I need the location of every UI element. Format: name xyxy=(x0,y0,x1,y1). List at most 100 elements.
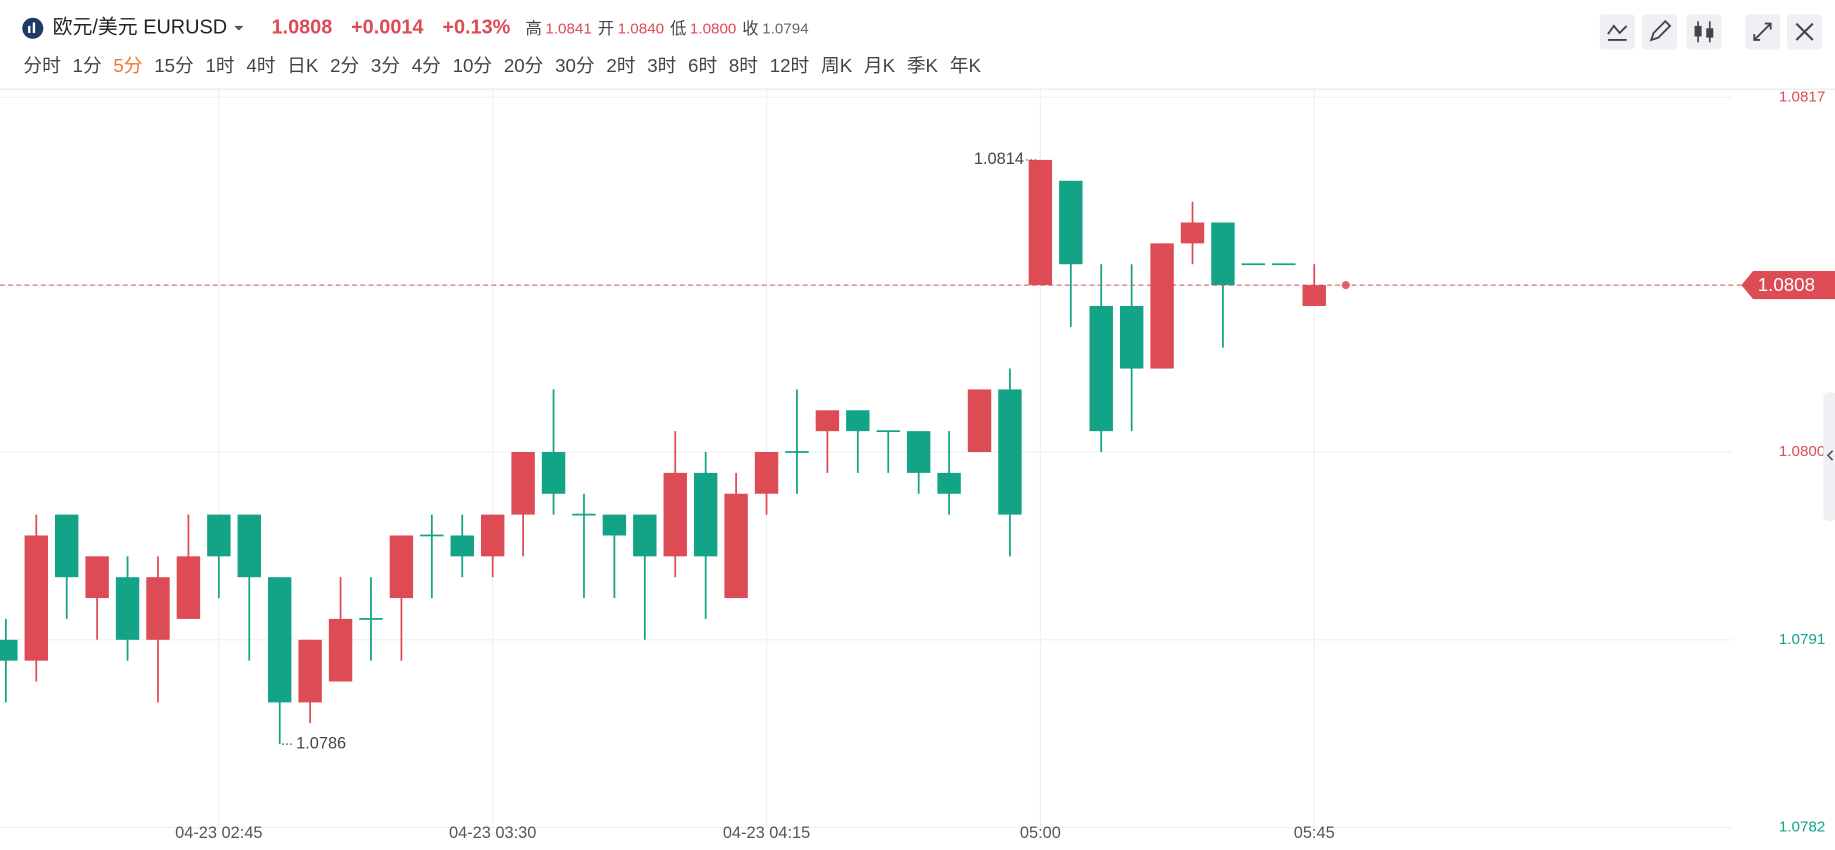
interval-tab[interactable]: 日K xyxy=(287,55,319,76)
interval-tab[interactable]: 2时 xyxy=(606,55,635,76)
interval-tab[interactable]: 8时 xyxy=(729,55,758,76)
candles xyxy=(0,159,1326,745)
candle-body xyxy=(1119,305,1144,369)
candle-body xyxy=(967,389,992,453)
candle-body xyxy=(115,577,140,640)
interval-tab[interactable]: 1时 xyxy=(205,55,234,76)
interval-tab[interactable]: 20分 xyxy=(504,55,544,76)
candle-body xyxy=(998,389,1022,515)
interval-tab[interactable]: 分时 xyxy=(23,55,60,76)
fullscreen-icon xyxy=(1753,22,1772,41)
chart-type-icon xyxy=(1694,25,1702,37)
indicator-button[interactable] xyxy=(1599,14,1635,50)
candle-body xyxy=(876,430,900,433)
candle-body xyxy=(815,410,840,432)
x-tick-label: 04-23 04:15 xyxy=(723,824,810,842)
last-price-dot xyxy=(1341,281,1350,290)
candle-body xyxy=(1180,222,1205,244)
candle-body xyxy=(298,639,322,703)
header-price: 1.0808 xyxy=(272,17,333,39)
candle-body xyxy=(359,618,383,620)
stat-label: 开 xyxy=(598,20,614,38)
interval-tab[interactable]: 15分 xyxy=(154,55,194,76)
overlay: 1.0814 1.0786 1.0808 xyxy=(0,150,1835,752)
candle-body xyxy=(906,431,931,473)
interval-tab[interactable]: 年K xyxy=(950,55,982,76)
stat-value: 1.0840 xyxy=(618,20,665,37)
candle-body xyxy=(207,514,231,557)
last-price-tag xyxy=(1741,271,1835,300)
candle-body xyxy=(176,556,201,619)
stat-value: 1.0800 xyxy=(690,20,737,37)
candle-body xyxy=(693,472,718,557)
x-tick-label: 05:45 xyxy=(1294,824,1335,842)
logo-bar xyxy=(28,25,31,33)
indicator-icon xyxy=(1607,24,1628,41)
candle-body xyxy=(267,577,292,703)
draw-button[interactable] xyxy=(1641,14,1678,50)
candle-body xyxy=(846,410,870,432)
header-change: +0.0014 xyxy=(351,17,423,39)
chart-type-button[interactable] xyxy=(1686,14,1722,50)
interval-tab[interactable]: 月K xyxy=(864,55,896,76)
interval-tab[interactable]: 2分 xyxy=(330,55,359,76)
interval-tab[interactable]: 10分 xyxy=(453,55,493,76)
candle-body xyxy=(328,618,353,682)
candle-body xyxy=(602,514,627,536)
x-tick-label: 04-23 02:45 xyxy=(175,824,262,842)
interval-tab[interactable]: 3时 xyxy=(647,55,676,76)
close-icon xyxy=(1795,22,1814,41)
candle-body xyxy=(85,556,109,599)
candle-body xyxy=(633,514,657,557)
interval-tab[interactable]: 4时 xyxy=(246,55,275,76)
interval-tab[interactable]: 季K xyxy=(907,55,939,76)
candle-body xyxy=(237,514,261,578)
draw-icon xyxy=(1649,19,1672,42)
interval-tab[interactable]: 30分 xyxy=(555,55,595,76)
symbol-name[interactable]: 欧元/美元 EURUSD xyxy=(53,17,227,39)
grid: 1.0817 1.0808 1.0800 1.0791 1.0782 04-23 02:4… xyxy=(0,88,1826,842)
candle-body xyxy=(0,639,18,661)
candle-body xyxy=(389,535,414,599)
interval-tab[interactable]: 1分 xyxy=(73,55,102,76)
logo-bar xyxy=(32,22,36,33)
header-stats: 高 1.0841 开 1.0840 低 1.0800 收 1.0794 xyxy=(525,20,809,38)
candle-body xyxy=(785,451,809,453)
interval-tab[interactable]: 3分 xyxy=(371,55,400,76)
symbol-caret[interactable] xyxy=(234,25,244,31)
candle-body xyxy=(572,513,596,516)
candle-body xyxy=(24,535,48,661)
candle-body xyxy=(1302,285,1326,306)
candle-body xyxy=(937,472,961,494)
candle-body xyxy=(1272,263,1296,266)
header-change-pct: +0.13% xyxy=(442,17,510,39)
candle-body xyxy=(511,452,535,515)
candle-body xyxy=(754,452,779,494)
high-annotation: 1.0814 xyxy=(974,150,1024,168)
candle-body xyxy=(1089,305,1113,432)
interval-tabs: 分时 1分 5分 15分 1时 4时 日K 2分 3分 4分 10分 20分 30分 2时 3时 6时 8时 12… xyxy=(23,55,981,76)
candle-body xyxy=(724,493,748,599)
candle-body xyxy=(1241,263,1266,266)
y-tick-label: 1.0782 xyxy=(1779,819,1826,836)
stat-label: 低 xyxy=(670,20,686,38)
interval-tab[interactable]: 5分 xyxy=(113,55,142,76)
low-annotation: 1.0786 xyxy=(296,734,346,752)
interval-tab[interactable]: 4分 xyxy=(412,55,441,76)
interval-tab[interactable]: 12时 xyxy=(770,55,810,76)
stat-value: 1.0794 xyxy=(762,20,809,37)
y-tick-label: 1.0800 xyxy=(1779,443,1826,460)
stat-label: 收 xyxy=(742,20,758,38)
candle-body xyxy=(541,452,566,494)
interval-tab[interactable]: 周K xyxy=(821,55,853,76)
toolbar-buttons xyxy=(1599,14,1823,50)
chart-type-icon xyxy=(1706,28,1714,38)
candle-body xyxy=(1150,243,1174,369)
candle-body xyxy=(450,535,474,557)
stat-label: 高 xyxy=(525,20,541,38)
side-handle-icon xyxy=(1826,450,1834,461)
interval-tab[interactable]: 6时 xyxy=(688,55,717,76)
x-tick-label: 04-23 03:30 xyxy=(449,824,536,842)
